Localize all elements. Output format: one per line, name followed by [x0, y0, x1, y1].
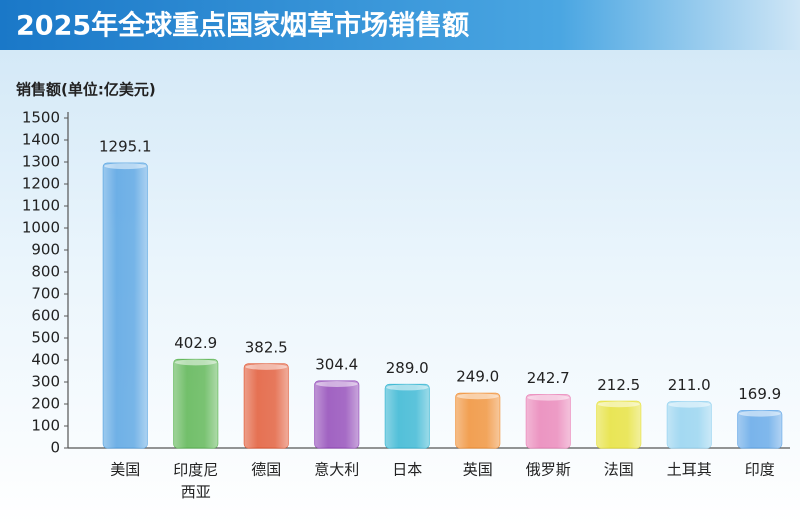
value-label: 402.9 — [174, 334, 217, 352]
value-label: 212.5 — [597, 376, 640, 394]
y-tick-label: 400 — [31, 351, 60, 369]
value-label: 169.9 — [738, 385, 781, 403]
x-tick-label: 法国 — [604, 461, 634, 479]
bar-cap — [386, 384, 429, 391]
bar-cap — [668, 401, 711, 408]
chart-title: 2025年全球重点国家烟草市场销售额 — [16, 10, 469, 42]
y-tick-label: 0 — [50, 439, 60, 457]
bar-shine — [455, 393, 500, 448]
x-tick-label: 土耳其 — [667, 461, 712, 479]
x-tick-label: 英国 — [463, 461, 493, 479]
bar-cap — [245, 363, 288, 370]
y-tick-label: 1400 — [22, 131, 60, 149]
x-tick-label: 美国 — [110, 461, 140, 479]
y-tick-label: 300 — [31, 373, 60, 391]
bar-shine — [244, 363, 289, 448]
bar-shine — [385, 384, 430, 448]
x-tick-label: 俄罗斯 — [526, 461, 571, 479]
y-tick-label: 500 — [31, 329, 60, 347]
value-label: 289.0 — [386, 359, 429, 377]
y-tick-label: 1200 — [22, 175, 60, 193]
y-axis-label: 销售额(单位:亿美元) — [16, 81, 156, 99]
value-label: 211.0 — [668, 376, 711, 394]
y-tick-label: 900 — [31, 241, 60, 259]
x-tick-label: 日本 — [392, 461, 422, 479]
title-bar — [0, 0, 800, 50]
bar-cap — [104, 163, 147, 170]
x-tick-label: 德国 — [251, 461, 281, 479]
y-tick-label: 700 — [31, 285, 60, 303]
y-tick-label: 1100 — [22, 197, 60, 215]
bar-cap — [597, 401, 640, 408]
y-tick-label: 1500 — [22, 109, 60, 127]
y-tick-label: 600 — [31, 307, 60, 325]
bar-shine — [526, 394, 571, 448]
x-tick-label: 印度尼西亚 — [173, 461, 218, 501]
bar-cap — [738, 410, 781, 417]
y-tick-label: 1300 — [22, 153, 60, 171]
bar-shine — [173, 359, 218, 448]
value-label: 1295.1 — [99, 138, 152, 156]
bar-shine — [667, 401, 712, 448]
y-tick-label: 100 — [31, 417, 60, 435]
bar-cap — [174, 359, 217, 366]
bar-shine — [737, 410, 782, 448]
value-label: 382.5 — [245, 338, 288, 356]
y-tick-label: 1000 — [22, 219, 60, 237]
value-label: 249.0 — [456, 368, 499, 386]
bar-cap — [456, 393, 499, 400]
bar-shine — [314, 381, 359, 448]
y-tick-label: 800 — [31, 263, 60, 281]
x-tick-label: 意大利 — [314, 461, 359, 479]
bar-shine — [103, 163, 148, 448]
value-label: 242.7 — [527, 369, 570, 387]
value-label: 304.4 — [315, 356, 358, 374]
bar-cap — [527, 394, 570, 401]
bar-cap — [315, 381, 358, 388]
bar-shine — [596, 401, 641, 448]
y-tick-label: 200 — [31, 395, 60, 413]
x-tick-label: 印度 — [745, 461, 775, 479]
